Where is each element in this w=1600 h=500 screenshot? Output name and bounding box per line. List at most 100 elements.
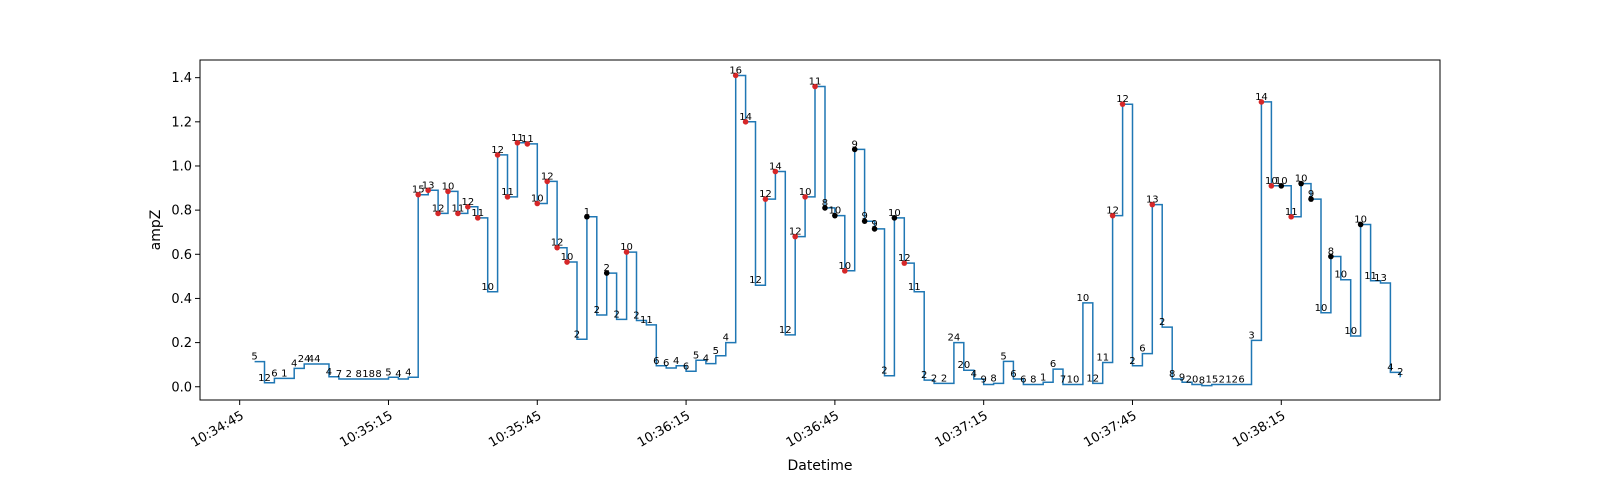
data-point-label: 10 [1265, 176, 1278, 187]
data-point-label: 12 [491, 145, 504, 156]
data-point-label: 1 [1040, 372, 1046, 383]
data-point-label: 12 [789, 227, 802, 238]
data-point-label: 24 [298, 354, 311, 365]
data-point-label: 12 [541, 171, 554, 182]
data-point-marker [504, 194, 511, 200]
data-point-marker [524, 141, 531, 147]
data-point-label: 12 [551, 238, 564, 249]
data-point-label: 12 [258, 373, 271, 384]
data-point-marker [455, 210, 461, 217]
data-point-label: 8 [356, 369, 362, 380]
y-tick-label: 1.2 [171, 115, 192, 130]
data-point-label: 7 [1060, 375, 1066, 386]
data-point-marker [822, 205, 828, 211]
data-point-label: 12 [1116, 94, 1129, 105]
data-point-marker [891, 215, 898, 221]
y-tick-label: 0.6 [171, 248, 192, 263]
data-point-label: 10 [561, 252, 574, 263]
data-point-label: 11 [1096, 352, 1109, 363]
data-point-label: 10 [1354, 214, 1367, 225]
data-point-label: 8 [1328, 246, 1334, 257]
data-point-label: 6 [653, 356, 659, 367]
data-point-label: 11 [452, 203, 465, 214]
data-point-label: 12 [1106, 206, 1119, 217]
data-point-label: 11 [1285, 207, 1298, 218]
data-point-label: 12 [759, 189, 772, 200]
data-point-marker [851, 146, 858, 153]
data-point-marker [832, 212, 838, 219]
data-point-marker [544, 178, 550, 185]
data-point-label: 11 [511, 133, 524, 144]
data-point-label: 12 [898, 253, 911, 264]
data-point-marker [1109, 212, 1116, 219]
y-tick-label: 0.4 [171, 292, 192, 307]
data-point-marker [1149, 201, 1156, 208]
data-point-label: 24 [948, 333, 961, 344]
y-tick-label: 0.0 [171, 380, 192, 395]
data-point-label: 13 [422, 180, 435, 191]
data-point-label: 10 [1077, 293, 1090, 304]
data-point-label: 20 [957, 360, 970, 371]
data-point-label: 8 [1030, 375, 1036, 386]
data-point-label: 10 [888, 208, 901, 219]
data-point-label: 5 [693, 350, 699, 361]
data-point-label: 9 [871, 219, 877, 230]
data-point-label: 13 [1146, 195, 1159, 206]
plot-frame [199, 59, 1441, 401]
data-point-marker [1258, 99, 1265, 105]
data-point-marker [494, 152, 501, 158]
y-tick-label: 0.2 [171, 336, 192, 351]
data-point-label: 2 [921, 370, 927, 381]
y-tick-label: 1.0 [171, 159, 192, 174]
data-point-label: 12 [461, 197, 474, 208]
data-point-label: 4 [291, 358, 297, 369]
data-point-label: 8 [822, 198, 828, 209]
data-point-label: 10 [1344, 326, 1357, 337]
data-point-label: 4 [395, 369, 401, 380]
data-point-label: 10 [799, 187, 812, 198]
data-point-label: 8 [1169, 369, 1175, 380]
data-point-label: 10 [829, 206, 842, 217]
data-point-label: 4 [1387, 362, 1393, 373]
data-point-label: 4 [971, 369, 977, 380]
data-point-label: 2 [613, 309, 619, 320]
data-point-marker [762, 196, 769, 202]
data-point-label: 2 [574, 329, 580, 340]
data-point-marker [514, 139, 521, 146]
data-point-label: 2 [1159, 317, 1165, 328]
data-point-marker [465, 204, 471, 210]
data-point-label: 10 [1067, 375, 1080, 386]
data-point-marker [1357, 221, 1364, 228]
data-point-label: 11 [501, 187, 514, 198]
data-point-marker [1278, 183, 1285, 189]
data-point-label: 15 [412, 185, 425, 196]
data-point-label: 6 [1010, 369, 1016, 380]
data-point-label: 10 [1315, 303, 1328, 314]
data-point-marker [445, 188, 451, 195]
data-point-label: 1 [584, 207, 590, 218]
data-point-label: 10 [442, 181, 455, 192]
data-point-label: 5 [251, 352, 257, 363]
data-point-marker [1308, 196, 1314, 202]
y-axis: 0.0 0.2 0.4 0.6 0.8 1.0 1.2 1.4 [171, 71, 200, 395]
data-point-label: 12 [1225, 375, 1238, 386]
data-point-marker [772, 168, 779, 175]
data-point-marker [554, 244, 560, 251]
data-point-label: 4 [326, 367, 332, 378]
data-point-label: 11 [1364, 271, 1377, 282]
data-point-label: 2 [633, 311, 639, 322]
data-point-label: 11 [809, 76, 822, 87]
data-point-label: 4 [405, 367, 411, 378]
data-point-marker [425, 187, 431, 194]
data-point-label: 2 [941, 373, 947, 384]
data-point-label: 14 [769, 161, 782, 172]
data-point-label: 10 [481, 282, 494, 293]
data-point-label: 8 [1199, 376, 1205, 387]
data-point-label: 11 [471, 208, 484, 219]
data-point-label: 9 [1308, 189, 1314, 200]
data-point-label: 3 [1248, 330, 1254, 341]
data-point-label: 2 [931, 373, 937, 384]
series-step-line [254, 74, 1402, 387]
data-point-label: 16 [729, 65, 742, 76]
